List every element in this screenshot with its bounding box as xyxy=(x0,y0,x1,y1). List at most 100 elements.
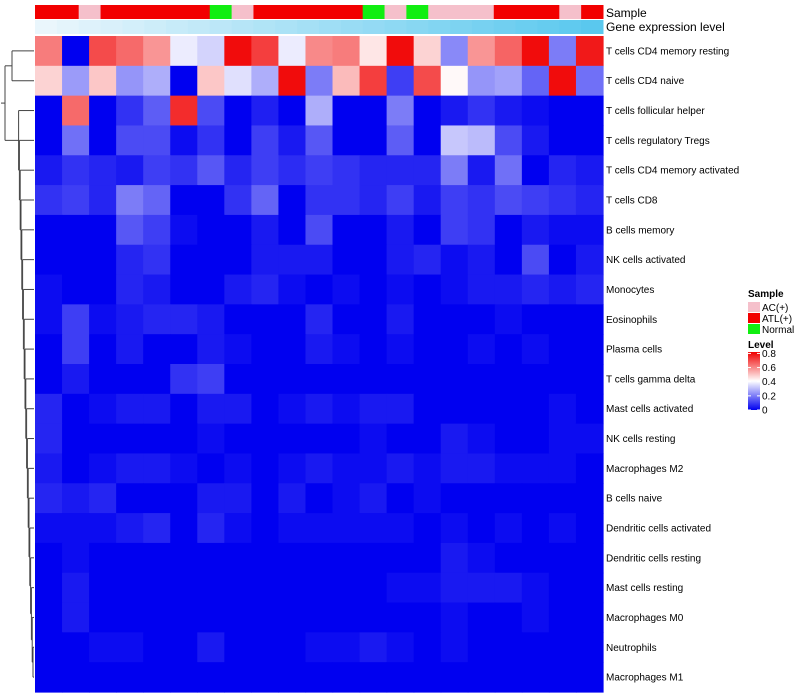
heatmap-cell xyxy=(143,572,171,604)
heatmap-cell xyxy=(278,572,307,604)
gene-expression-annotation-cell xyxy=(209,20,233,34)
heatmap-cell xyxy=(359,244,388,276)
heatmap-cell xyxy=(116,185,144,216)
sample-annotation-cell xyxy=(122,5,145,19)
heatmap-cell xyxy=(170,483,198,514)
gene-expression-annotation-cell xyxy=(362,20,386,34)
heatmap-cell xyxy=(143,155,171,186)
heatmap-cell xyxy=(440,334,469,365)
heatmap-cell xyxy=(548,274,577,305)
heatmap-cell xyxy=(521,36,550,67)
heatmap-cell xyxy=(413,185,442,216)
heatmap-cell xyxy=(224,602,252,633)
heatmap-cell xyxy=(359,274,388,305)
heatmap-cell xyxy=(251,334,280,365)
heatmap-cell xyxy=(224,155,252,186)
heatmap-cell xyxy=(251,244,280,276)
heatmap-cell xyxy=(386,214,415,246)
heatmap-cell xyxy=(332,572,361,604)
heatmap-cell xyxy=(116,95,144,127)
heatmap-cell xyxy=(143,125,171,156)
heatmap-cell xyxy=(170,423,198,455)
heatmap-cell xyxy=(467,423,496,455)
heatmap-cell xyxy=(359,602,388,633)
sample-annotation-cell xyxy=(515,5,538,19)
heatmap-cell xyxy=(89,185,117,216)
heatmap-cell xyxy=(413,244,442,276)
heatmap-cell xyxy=(440,483,469,514)
heatmap-cell xyxy=(89,602,117,633)
heatmap-cell xyxy=(224,572,252,604)
heatmap-cell xyxy=(305,364,334,395)
heatmap-cell xyxy=(62,214,90,246)
heatmap-cell xyxy=(116,244,144,276)
heatmap-cell xyxy=(413,513,442,544)
heatmap-cell xyxy=(170,393,198,425)
heatmap-cell xyxy=(494,632,523,663)
heatmap-cell xyxy=(413,334,442,365)
heatmap-cell xyxy=(170,36,198,67)
sample-annotation-cell xyxy=(209,5,233,19)
heatmap-cell xyxy=(575,423,604,455)
heatmap-cell xyxy=(278,125,307,156)
heatmap-cell xyxy=(521,214,550,246)
heatmap-cell xyxy=(89,453,117,484)
heatmap-cell xyxy=(494,65,523,97)
heatmap-cell xyxy=(251,274,280,305)
heatmap-cell xyxy=(575,542,604,574)
heatmap-cell xyxy=(251,423,280,455)
heatmap-cell xyxy=(251,36,280,67)
legend-swatch xyxy=(748,313,760,323)
heatmap-cell xyxy=(278,423,307,455)
heatmap-cell xyxy=(197,572,225,604)
heatmap-cell xyxy=(116,632,144,663)
heatmap-cell xyxy=(305,393,334,425)
heatmap-cell xyxy=(548,304,577,335)
gene-expression-annotation-cell xyxy=(515,20,538,34)
heatmap-cell xyxy=(251,304,280,335)
heatmap-cell xyxy=(548,334,577,365)
heatmap-cell xyxy=(170,453,198,484)
heatmap-cell xyxy=(548,662,577,693)
gene-expression-annotation-cell xyxy=(581,20,604,34)
row-label: T cells regulatory Tregs xyxy=(606,136,710,147)
heatmap-cell xyxy=(359,423,388,455)
heatmap-cell xyxy=(548,185,577,216)
heatmap-cell xyxy=(197,542,225,574)
annotation-label-sample: Sample xyxy=(606,6,647,20)
heatmap-cell xyxy=(386,364,415,395)
heatmap-cell xyxy=(467,274,496,305)
heatmap-cell xyxy=(305,662,334,693)
heatmap-cell xyxy=(62,244,90,276)
row-label: T cells CD4 memory activated xyxy=(606,166,739,177)
heatmap-cell xyxy=(251,364,280,395)
heatmap-cell xyxy=(521,155,550,186)
heatmap-cell xyxy=(467,185,496,216)
heatmap-cell xyxy=(467,334,496,365)
sample-annotation-cell xyxy=(275,5,298,19)
heatmap-cell xyxy=(359,483,388,514)
heatmap-cell xyxy=(332,155,361,186)
legend-tick-label: 0.2 xyxy=(762,391,776,402)
heatmap-cell xyxy=(440,304,469,335)
heatmap-cell xyxy=(305,304,334,335)
heatmap-cell xyxy=(575,662,604,693)
heatmap-cell xyxy=(62,662,90,693)
heatmap-cell xyxy=(143,483,171,514)
row-label: Monocytes xyxy=(606,285,654,296)
gene-expression-annotation-cell xyxy=(471,20,495,34)
heatmap-cell xyxy=(548,364,577,395)
heatmap-cell xyxy=(494,244,523,276)
heatmap-cell xyxy=(116,393,144,425)
heatmap-cell xyxy=(359,453,388,484)
heatmap-cell xyxy=(575,95,604,127)
heatmap-cell xyxy=(278,334,307,365)
heatmap-cell xyxy=(143,36,171,67)
heatmap-cell xyxy=(575,453,604,484)
heatmap-cell xyxy=(89,304,117,335)
heatmap-cell xyxy=(521,334,550,365)
heatmap-cell xyxy=(413,572,442,604)
heatmap-cell xyxy=(494,364,523,395)
heatmap-cell xyxy=(440,632,469,663)
